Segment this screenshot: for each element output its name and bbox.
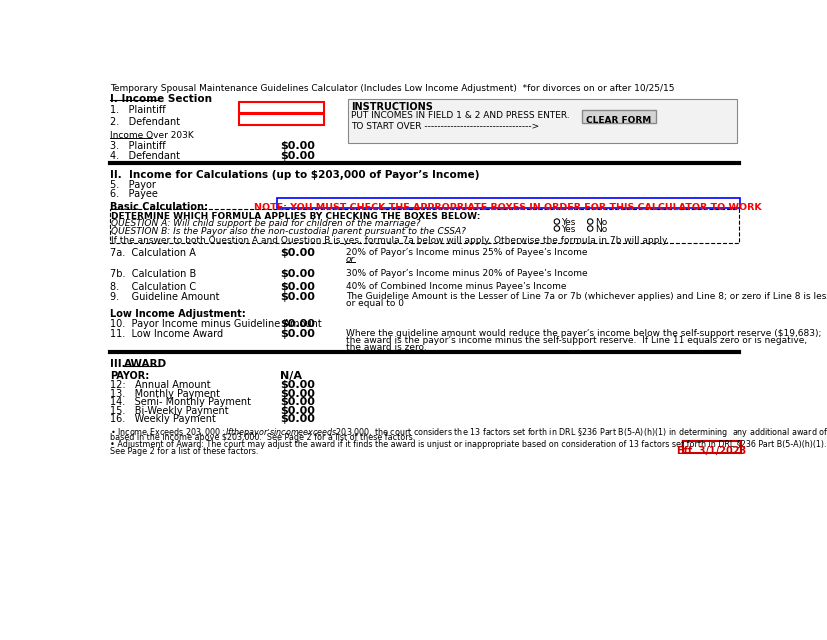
Text: • Adjustment of Award: The court may adjust the award if it finds the award is u: • Adjustment of Award: The court may adj…	[109, 440, 825, 449]
Text: See Page 2 for a list of these factors.: See Page 2 for a list of these factors.	[109, 447, 258, 456]
Bar	[347, 99, 737, 143]
Text: $0.00: $0.00	[280, 319, 315, 328]
Text: CLEAR FORM: CLEAR FORM	[586, 116, 651, 125]
Text: $0.00: $0.00	[280, 406, 315, 415]
Text: DETERMINE WHICH FORMULA APPLIES BY CHECKING THE BOXES BELOW:: DETERMINE WHICH FORMULA APPLIES BY CHECK…	[111, 212, 480, 221]
Text: Low Income Adjustment:: Low Income Adjustment:	[109, 309, 245, 319]
Bar	[682, 441, 740, 452]
Text: III.: III.	[109, 358, 132, 369]
Text: 7b.  Calculation B: 7b. Calculation B	[109, 269, 196, 279]
Circle shape	[553, 226, 559, 231]
Text: 1.   Plaintiff: 1. Plaintiff	[109, 106, 165, 115]
Text: 5.   Payor: 5. Payor	[109, 180, 155, 190]
Text: 12:   Annual Amount: 12: Annual Amount	[109, 380, 210, 390]
Text: based in the income above $203,000.  See Page 2 for a list of these factors.: based in the income above $203,000. See …	[109, 433, 414, 442]
Text: Where the guideline amount would reduce the payer’s income below the self-suppor: Where the guideline amount would reduce …	[346, 330, 820, 339]
Text: $0.00: $0.00	[280, 388, 315, 399]
Text: $0.00: $0.00	[280, 152, 315, 161]
Text: INSTRUCTIONS: INSTRUCTIONS	[351, 102, 433, 112]
Text: the award is the payor’s income minus the self-support reserve.  If Line 11 equa: the award is the payor’s income minus th…	[346, 336, 806, 346]
Text: II.  Income for Calculations (up to $203,000 of Payor’s Income): II. Income for Calculations (up to $203,…	[109, 170, 479, 180]
Text: 3.   Plaintiff: 3. Plaintiff	[109, 141, 165, 150]
Bar	[581, 110, 655, 123]
Circle shape	[587, 226, 592, 231]
Text: Eff. 3/1/2023: Eff. 3/1/2023	[676, 447, 746, 456]
Text: or: or	[346, 255, 355, 264]
Text: The Guideline Amount is the Lesser of Line 7a or 7b (whichever applies) and Line: The Guideline Amount is the Lesser of Li…	[346, 292, 827, 301]
Text: 13.   Monthly Payment: 13. Monthly Payment	[109, 388, 219, 399]
Text: 20% of Payor’s Income minus 25% of Payee’s Income: 20% of Payor’s Income minus 25% of Payee…	[346, 248, 587, 257]
Circle shape	[587, 219, 592, 224]
Text: $0.00: $0.00	[280, 380, 315, 390]
Text: 16.   Weekly Payment: 16. Weekly Payment	[109, 414, 215, 424]
Bar	[109, 209, 739, 243]
Text: $0.00: $0.00	[280, 397, 315, 407]
Text: $0.00: $0.00	[280, 282, 315, 292]
Text: $0.00: $0.00	[280, 292, 315, 302]
Text: 2.   Defendant: 2. Defendant	[109, 117, 179, 127]
Text: $0.00: $0.00	[280, 269, 315, 279]
Text: 40% of Combined Income minus Payee’s Income: 40% of Combined Income minus Payee’s Inc…	[346, 282, 566, 291]
Text: 6.   Payee: 6. Payee	[109, 189, 157, 199]
Text: 9.    Guideline Amount: 9. Guideline Amount	[109, 292, 219, 302]
Bar	[239, 102, 324, 113]
Text: QUESTION B: Is the Payor also the non-custodial parent pursuant to the CSSA?: QUESTION B: Is the Payor also the non-cu…	[111, 227, 466, 236]
Text: 30% of Payor’s Income minus 20% of Payee’s Income: 30% of Payor’s Income minus 20% of Payee…	[346, 269, 587, 278]
Text: N/A: N/A	[280, 371, 302, 381]
Text: $0.00: $0.00	[280, 330, 315, 339]
Text: PUT INCOMES IN FIELD 1 & 2 AND PRESS ENTER.: PUT INCOMES IN FIELD 1 & 2 AND PRESS ENT…	[351, 111, 570, 120]
Text: 15.   Bi-Weekly Payment: 15. Bi-Weekly Payment	[109, 406, 228, 415]
Text: $0.00: $0.00	[280, 248, 315, 258]
Text: No: No	[594, 218, 606, 227]
Text: 14.   Semi- Monthly Payment: 14. Semi- Monthly Payment	[109, 397, 251, 407]
Text: If the answer to both Question A and Question B is yes, formula 7a below will ap: If the answer to both Question A and Que…	[111, 236, 668, 245]
Text: I. Income Section: I. Income Section	[109, 93, 212, 104]
Text: Yes: Yes	[561, 225, 576, 234]
Text: Temporary Spousal Maintenance Guidelines Calculator (Includes Low Income Adjustm: Temporary Spousal Maintenance Guidelines…	[109, 84, 673, 93]
Text: $0.00: $0.00	[280, 414, 315, 424]
Bar	[239, 114, 324, 125]
Text: 10.  Payor Income minus Guideline Amount: 10. Payor Income minus Guideline Amount	[109, 319, 321, 328]
Text: or equal to 0: or equal to 0	[346, 300, 404, 308]
Text: NOTE: YOU MUST CHECK THE APPROPRIATE BOXES IN ORDER FOR THIS CALCULATOR TO WORK: NOTE: YOU MUST CHECK THE APPROPRIATE BOX…	[254, 203, 761, 212]
Text: Income Over 203K: Income Over 203K	[109, 131, 194, 140]
Text: No: No	[594, 225, 606, 234]
Text: 7a.  Calculation A: 7a. Calculation A	[109, 248, 195, 258]
Text: 8.    Calculation C: 8. Calculation C	[109, 282, 196, 292]
Text: $0.00: $0.00	[280, 141, 315, 150]
Text: 11.  Low Income Award: 11. Low Income Award	[109, 330, 222, 339]
Text: Basic Calculation:: Basic Calculation:	[109, 202, 208, 212]
Text: TO START OVER --------------------------------->: TO START OVER --------------------------…	[351, 122, 539, 131]
Text: the award is zero.: the award is zero.	[346, 343, 426, 352]
Text: AWARD: AWARD	[124, 358, 167, 369]
Bar	[277, 198, 739, 209]
Text: QUESTION A: Will child support be paid for children of the marriage?: QUESTION A: Will child support be paid f…	[111, 220, 420, 228]
Text: Yes: Yes	[561, 218, 576, 227]
Text: • Income Exceeds $203,000: If the payor’s income exceeds $203,000, the court con: • Income Exceeds $203,000: If the payor’…	[109, 426, 827, 440]
Text: 4.   Defendant: 4. Defendant	[109, 152, 179, 161]
Circle shape	[553, 219, 559, 224]
Text: PAYOR:: PAYOR:	[109, 371, 149, 381]
